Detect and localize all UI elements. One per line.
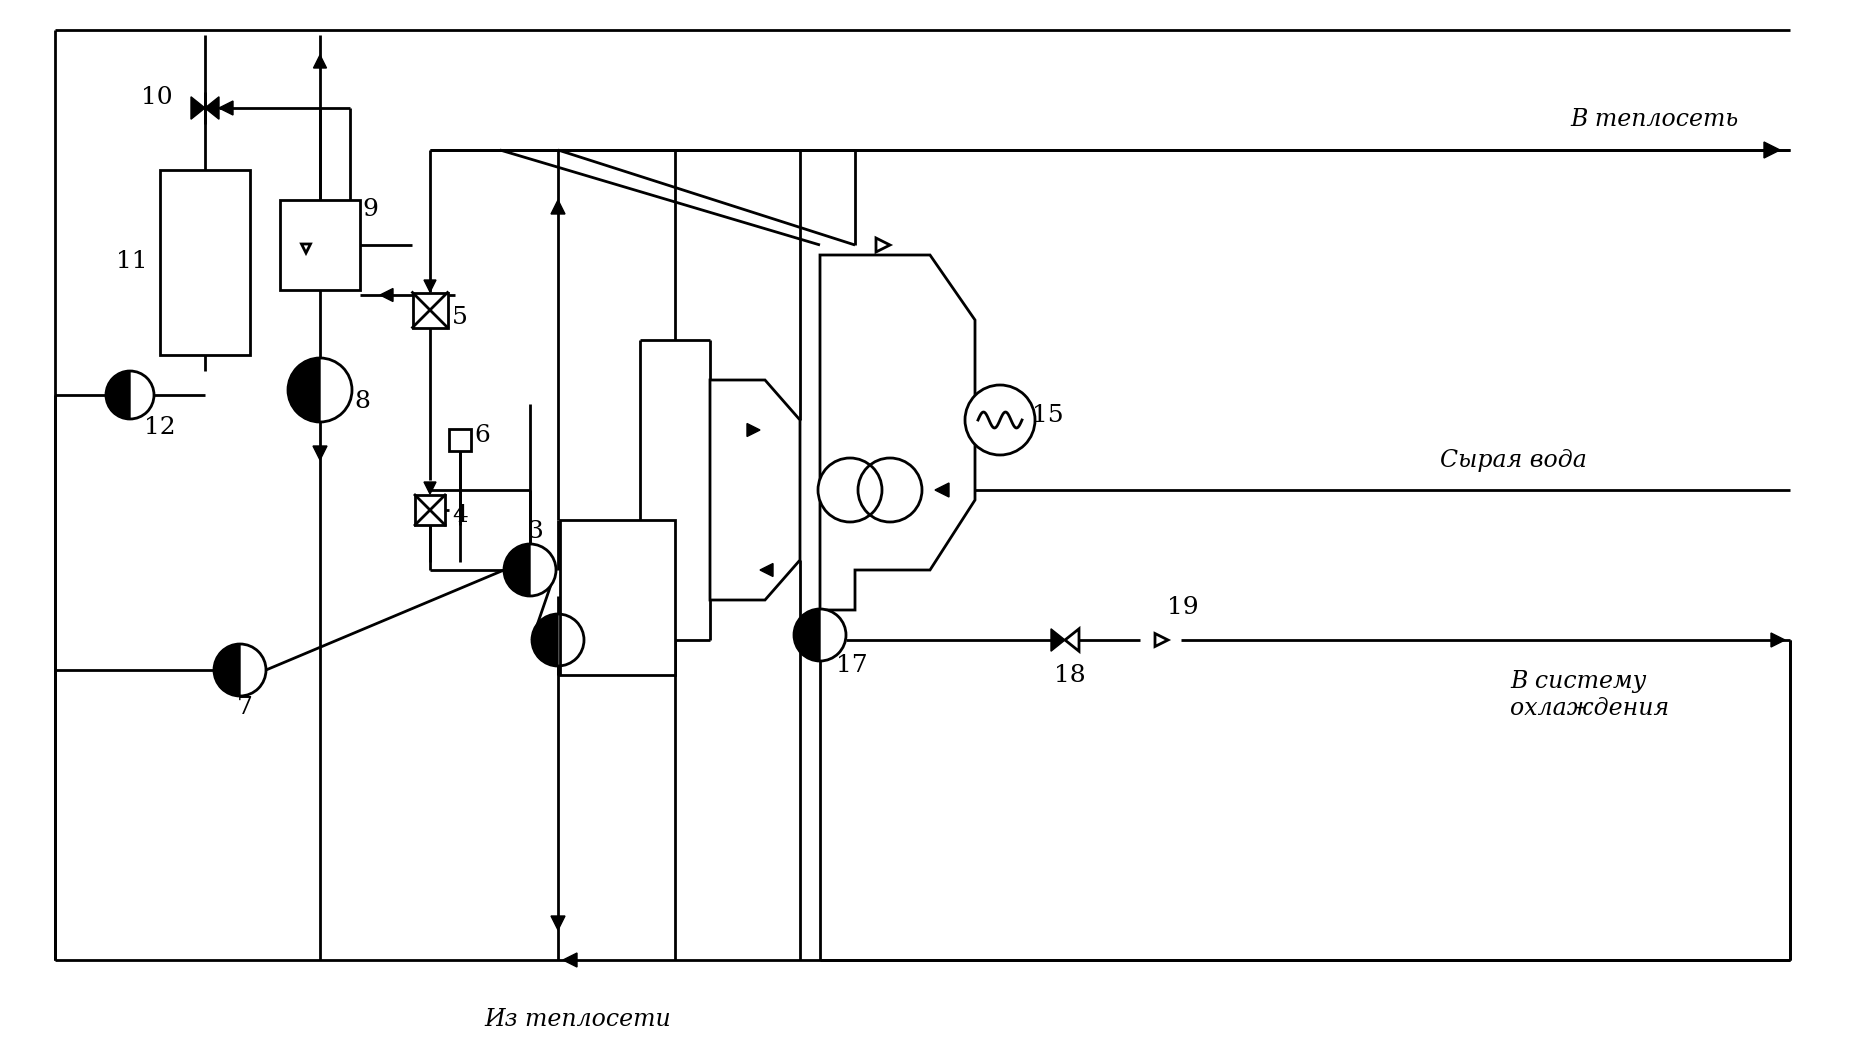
Wedge shape — [795, 609, 819, 661]
Text: 18: 18 — [1054, 664, 1086, 686]
Circle shape — [287, 358, 353, 422]
Text: 14: 14 — [929, 469, 961, 492]
Text: В теплосеть: В теплосеть — [1569, 108, 1739, 131]
Wedge shape — [287, 358, 319, 422]
Bar — [160, 170, 250, 355]
Text: 19: 19 — [1168, 597, 1198, 620]
Text: Из теплосети: Из теплосети — [485, 1008, 672, 1031]
Polygon shape — [424, 280, 437, 292]
Polygon shape — [1051, 628, 1065, 651]
Text: 11: 11 — [116, 251, 147, 274]
Polygon shape — [381, 288, 394, 301]
Polygon shape — [190, 97, 205, 120]
Text: 3: 3 — [526, 520, 543, 543]
Text: 9: 9 — [362, 198, 379, 221]
Bar — [412, 293, 448, 327]
Text: 15: 15 — [1032, 404, 1064, 427]
Circle shape — [795, 609, 845, 661]
Bar — [414, 495, 444, 524]
Circle shape — [106, 371, 155, 419]
Polygon shape — [205, 97, 218, 120]
Wedge shape — [215, 644, 241, 695]
Bar — [560, 520, 675, 675]
Polygon shape — [935, 483, 950, 497]
Text: Сырая вода: Сырая вода — [1441, 449, 1586, 471]
Circle shape — [504, 544, 556, 596]
Polygon shape — [1771, 633, 1786, 647]
Polygon shape — [550, 916, 565, 930]
Polygon shape — [819, 255, 976, 611]
Polygon shape — [550, 200, 565, 214]
Text: 8: 8 — [355, 390, 369, 413]
Polygon shape — [759, 563, 773, 577]
Bar — [280, 200, 360, 290]
Circle shape — [965, 385, 1036, 455]
Text: 6: 6 — [474, 424, 491, 447]
Circle shape — [532, 614, 584, 666]
Text: 2: 2 — [582, 634, 597, 657]
Text: В систему
охлаждения: В систему охлаждения — [1510, 670, 1668, 720]
Text: 1: 1 — [642, 538, 659, 561]
Text: 17: 17 — [836, 654, 868, 677]
Text: 7: 7 — [237, 697, 254, 720]
Polygon shape — [313, 446, 327, 461]
Circle shape — [215, 644, 267, 695]
Polygon shape — [1763, 142, 1780, 158]
Polygon shape — [313, 55, 327, 68]
Text: 12: 12 — [144, 415, 175, 438]
Wedge shape — [532, 614, 558, 666]
Polygon shape — [218, 101, 233, 115]
Polygon shape — [746, 424, 759, 436]
Text: 13: 13 — [739, 449, 771, 471]
Polygon shape — [564, 952, 577, 967]
Text: 16: 16 — [929, 489, 961, 512]
Bar — [450, 429, 470, 451]
Wedge shape — [106, 371, 131, 419]
Circle shape — [817, 458, 883, 522]
Polygon shape — [424, 481, 437, 494]
Polygon shape — [709, 380, 801, 600]
Circle shape — [858, 458, 922, 522]
Text: 4: 4 — [452, 504, 468, 527]
Wedge shape — [504, 544, 530, 596]
Text: 5: 5 — [452, 306, 468, 329]
Text: 10: 10 — [142, 86, 174, 109]
